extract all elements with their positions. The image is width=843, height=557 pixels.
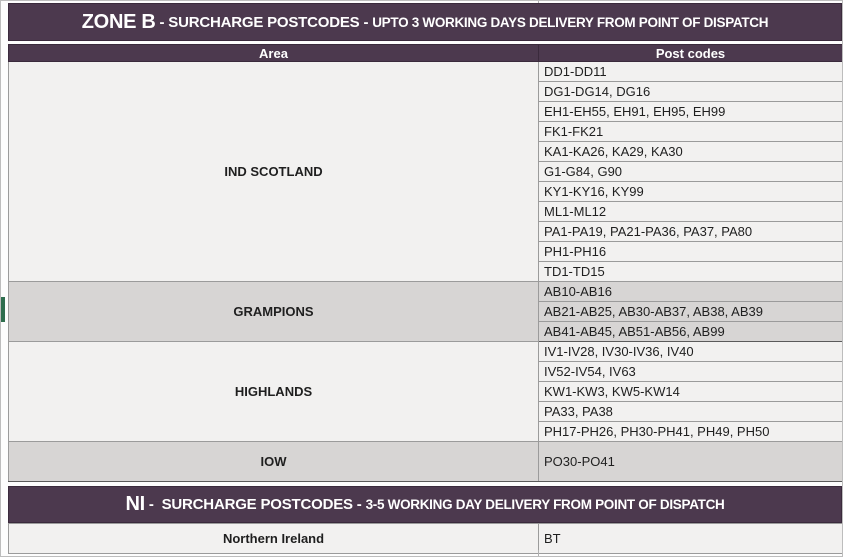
table-row: IND SCOTLAND DD1-DD11 [8, 61, 842, 282]
postcode-cell: TD1-TD15 [538, 261, 842, 282]
zone-b-title-delivery: UPTO 3 WORKING DAYS DELIVERY FROM POINT … [372, 14, 769, 30]
zone-b-title-band: ZONE B - SURCHARGE POSTCODES - UPTO 3 WO… [8, 3, 842, 41]
postcode-cell: KY1-KY16, KY99 [538, 181, 842, 202]
postcode-cell: IV52-IV54, IV63 [538, 361, 842, 382]
ni-table: Northern Ireland BT [8, 523, 842, 554]
area-cell-northern-ireland: Northern Ireland [8, 523, 539, 554]
column-header-postcodes: Post codes [538, 44, 842, 62]
table-row: DG1-DG14, DG16 [9, 81, 842, 102]
postcode-cell: PA1-PA19, PA21-PA36, PA37, PA80 [538, 221, 842, 242]
postcode-cell: DG1-DG14, DG16 [538, 81, 842, 102]
ni-title-delivery: 3-5 WORKING DAY DELIVERY FROM POINT OF D… [365, 497, 725, 512]
postcode-cell: EH1-EH55, EH91, EH95, EH99 [538, 101, 842, 122]
table-row: PH17-PH26, PH30-PH41, PH49, PH50 [9, 421, 842, 442]
postcode-cell: G1-G84, G90 [538, 161, 842, 182]
table-row: Northern Ireland BT [8, 523, 842, 554]
postcode-cell: PH1-PH16 [538, 241, 842, 262]
postcode-cell: PA33, PA38 [538, 401, 842, 422]
table-row: IOW PO30-PO41 [8, 441, 842, 482]
table-row: AB21-AB25, AB30-AB37, AB38, AB39 [9, 301, 842, 322]
ni-title-surcharge: - SURCHARGE POSTCODES - [144, 496, 366, 513]
column-header-area: Area [8, 44, 539, 62]
zone-b-title-surcharge: - SURCHARGE POSTCODES - [155, 13, 373, 31]
table-row: IV52-IV54, IV63 [9, 361, 842, 382]
table-row: HIGHLANDS IV1-IV28, IV30-IV36, IV40 [8, 341, 842, 442]
postcode-cell: KA1-KA26, KA29, KA30 [538, 141, 842, 162]
postcode-cell: IV1-IV28, IV30-IV36, IV40 [538, 341, 842, 362]
table-row: KY1-KY16, KY99 [9, 181, 842, 202]
postcode-cell: BT [538, 523, 842, 554]
table-row: PA33, PA38 [9, 401, 842, 422]
table-row: EH1-EH55, EH91, EH95, EH99 [9, 101, 842, 122]
table-row: PA1-PA19, PA21-PA36, PA37, PA80 [9, 221, 842, 242]
postcode-cell: DD1-DD11 [538, 61, 842, 82]
postcode-cell: KW1-KW3, KW5-KW14 [538, 381, 842, 402]
table-row: PH1-PH16 [9, 241, 842, 262]
area-cell-ind-scotland: IND SCOTLAND [8, 61, 539, 282]
table-row: FK1-FK21 [9, 121, 842, 142]
postcode-cell: AB21-AB25, AB30-AB37, AB38, AB39 [538, 301, 842, 322]
postcode-cell: FK1-FK21 [538, 121, 842, 142]
zone-b-table: Area Post codes IND SCOTLAND DD1-DD11 DG… [8, 44, 842, 482]
postcode-cell: AB10-AB16 [538, 281, 842, 302]
zone-b-title-zone: ZONE B [81, 10, 156, 33]
column-divider-top-tick [538, 1, 539, 3]
ni-title-zone: NI [125, 493, 146, 515]
postcode-cell: PO30-PO41 [538, 441, 842, 482]
postcode-cell: PH17-PH26, PH30-PH41, PH49, PH50 [538, 421, 842, 442]
table-row: G1-G84, G90 [9, 161, 842, 182]
area-cell-grampions: GRAMPIONS [8, 281, 539, 342]
green-edge-marker [1, 297, 5, 322]
area-cell-highlands: HIGHLANDS [8, 341, 539, 442]
postcode-cell: ML1-ML12 [538, 201, 842, 222]
table-row: GRAMPIONS AB10-AB16 [8, 281, 842, 342]
postcode-cell: AB41-AB45, AB51-AB56, AB99 [538, 321, 842, 342]
table-row: KW1-KW3, KW5-KW14 [9, 381, 842, 402]
column-header-row: Area Post codes [8, 44, 842, 62]
column-divider-bottom-tick [538, 550, 539, 556]
area-cell-iow: IOW [8, 441, 539, 482]
ni-title-band: NI - SURCHARGE POSTCODES - 3-5 WORKING D… [8, 486, 842, 523]
